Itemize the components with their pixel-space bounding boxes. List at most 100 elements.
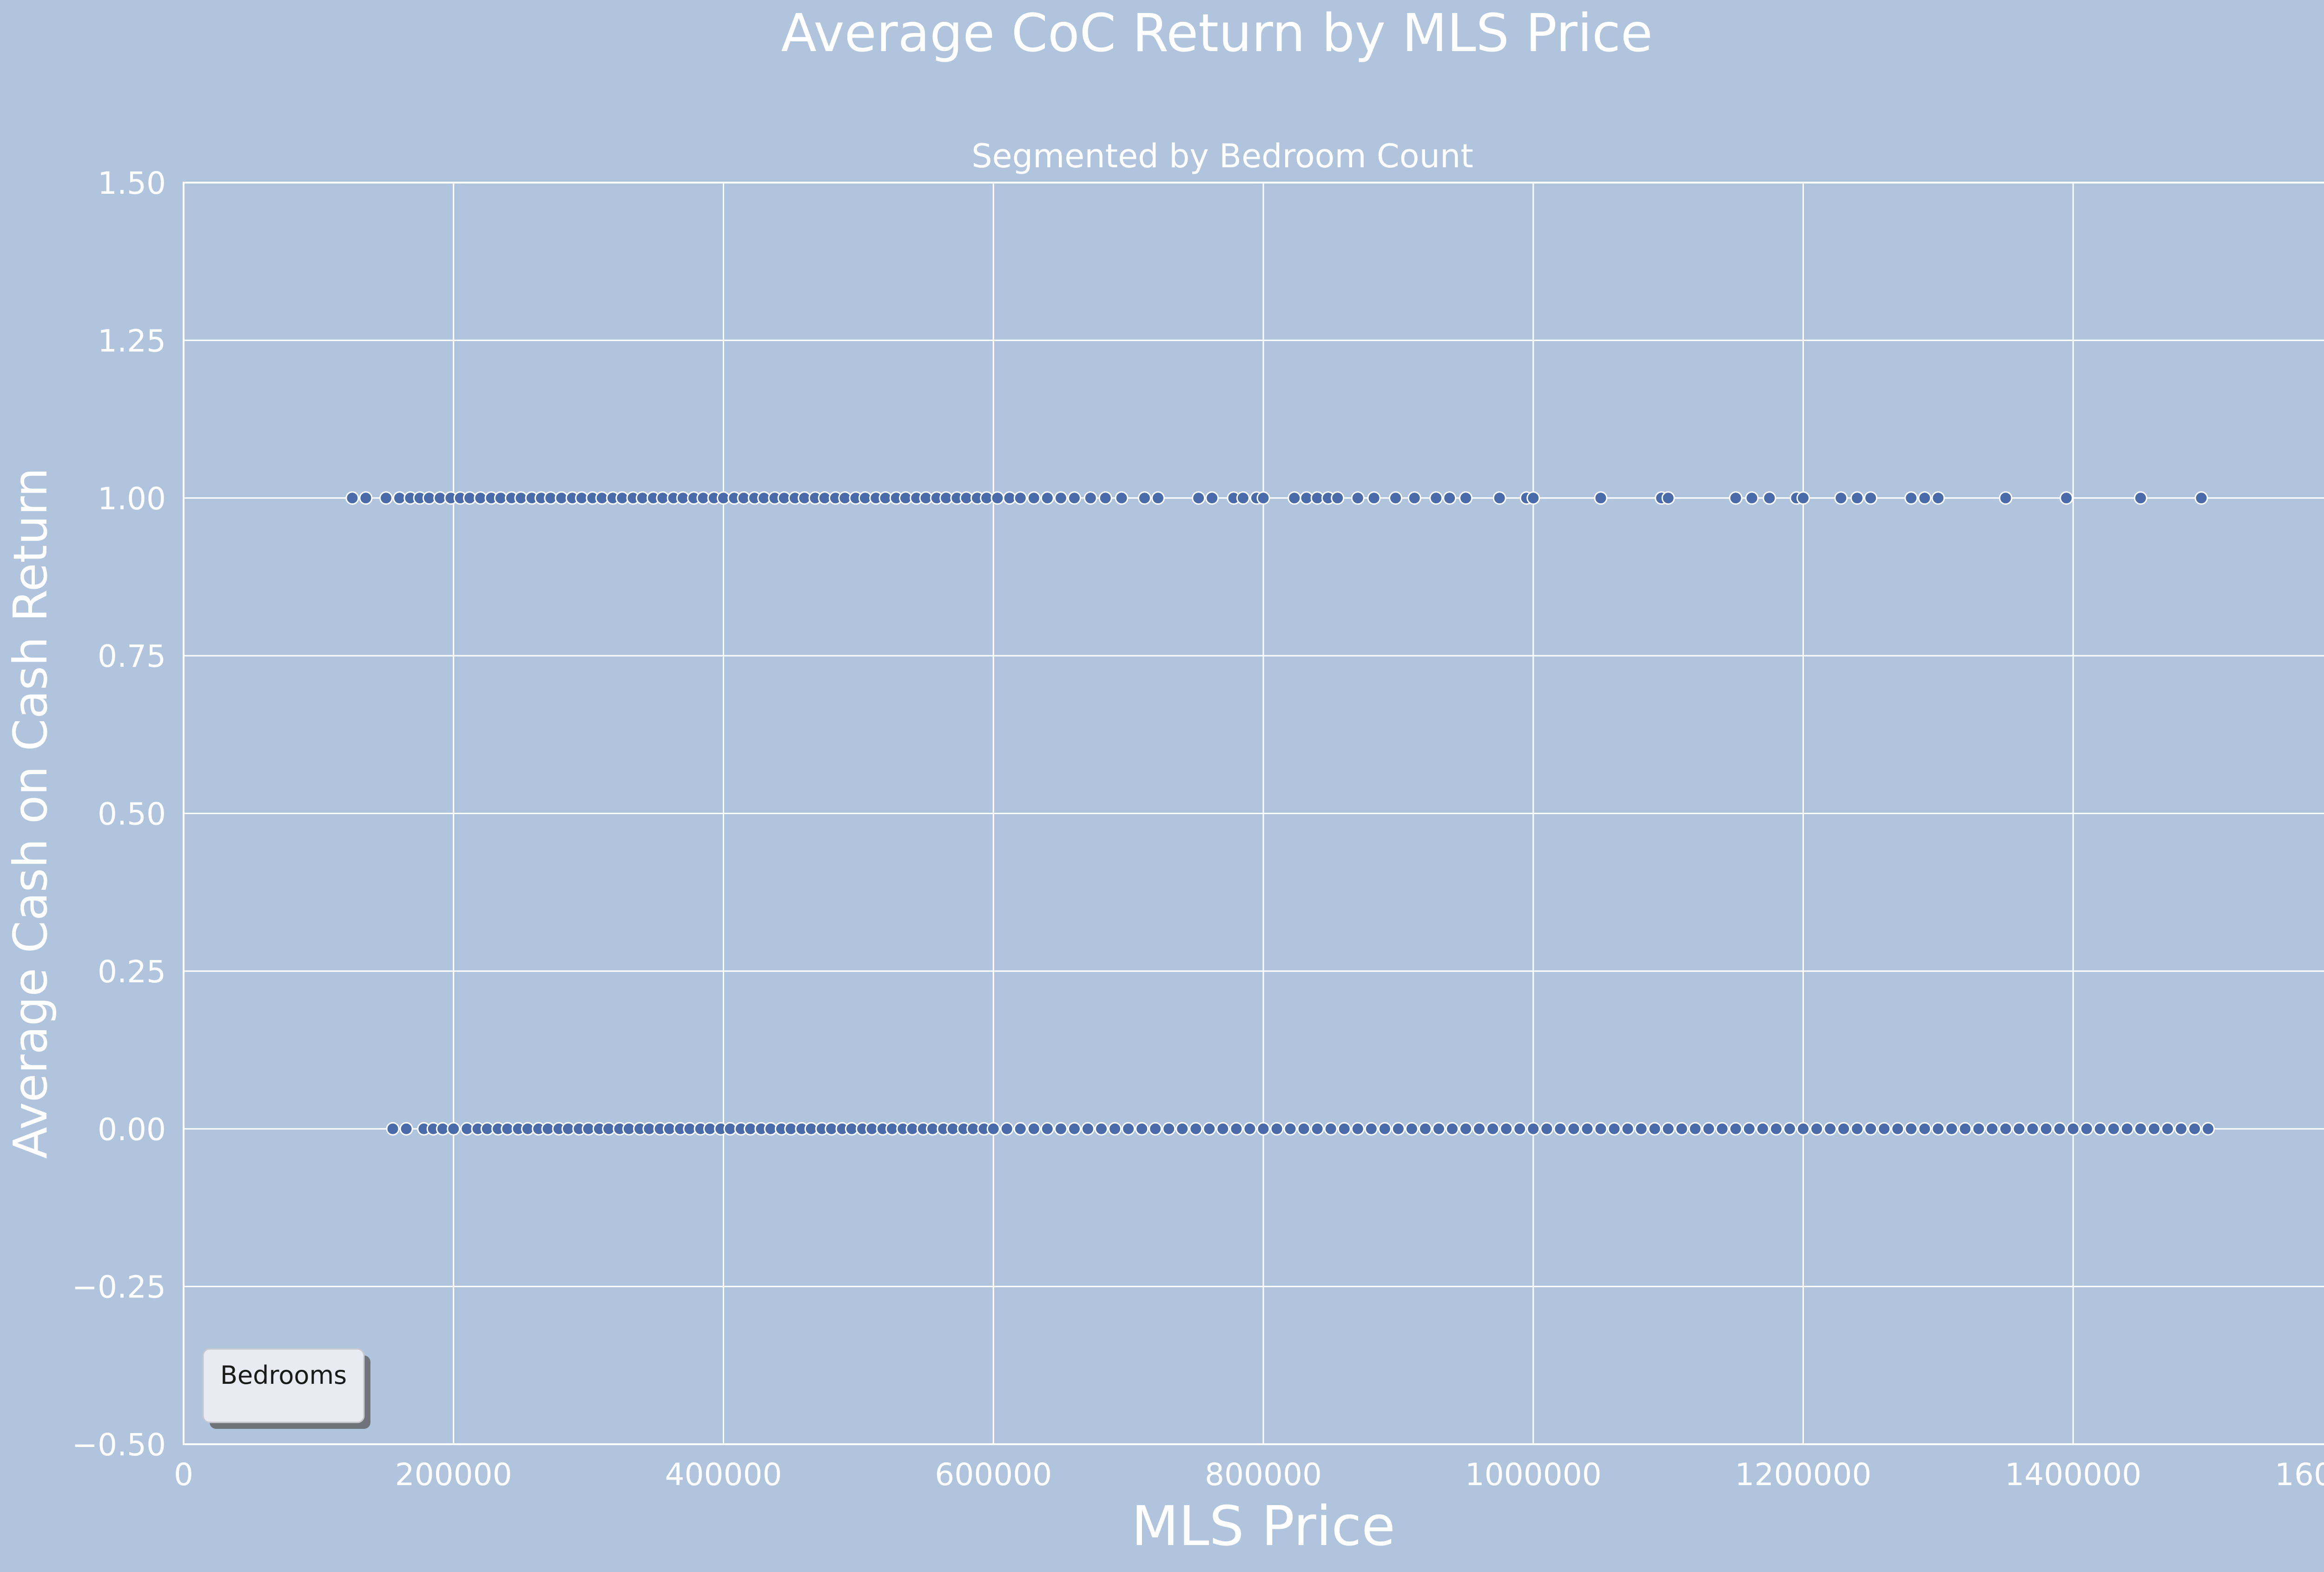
y-tick-label: 0.00 bbox=[98, 1112, 166, 1147]
data-point bbox=[1540, 1122, 1554, 1136]
data-point bbox=[2039, 1122, 2053, 1136]
data-point bbox=[1000, 1122, 1014, 1136]
data-point bbox=[2066, 1122, 2080, 1136]
data-point bbox=[1135, 1122, 1149, 1136]
data-point bbox=[1715, 1122, 1729, 1136]
data-point bbox=[1283, 1122, 1297, 1136]
data-point bbox=[986, 1122, 1000, 1136]
data-point bbox=[1337, 1122, 1351, 1136]
data-point bbox=[1331, 491, 1345, 505]
data-point bbox=[1877, 1122, 1891, 1136]
data-point bbox=[1769, 1122, 1783, 1136]
data-point bbox=[2161, 1122, 2175, 1136]
data-point bbox=[2012, 1122, 2026, 1136]
data-point bbox=[1459, 491, 1473, 505]
data-points bbox=[345, 491, 2215, 1136]
data-point bbox=[1446, 1122, 1459, 1136]
data-point bbox=[2053, 1122, 2067, 1136]
chart-title: Average CoC Return by MLS Price bbox=[781, 3, 1652, 64]
x-tick-label: 200000 bbox=[395, 1457, 512, 1493]
data-point bbox=[1391, 1122, 1405, 1136]
data-point bbox=[2188, 1122, 2202, 1136]
data-point bbox=[2060, 491, 2073, 505]
data-point bbox=[1492, 491, 1506, 505]
x-tick-label: 400000 bbox=[665, 1457, 782, 1493]
data-point bbox=[1745, 491, 1759, 505]
data-point bbox=[1763, 491, 1776, 505]
data-point bbox=[1236, 491, 1250, 505]
data-point bbox=[1526, 1122, 1540, 1136]
data-point bbox=[990, 491, 1004, 505]
y-tick-label: 0.75 bbox=[98, 638, 166, 674]
data-point bbox=[1499, 1122, 1513, 1136]
data-point bbox=[1418, 1122, 1432, 1136]
data-point bbox=[1999, 491, 2013, 505]
y-tick-labels: 1.50 1.25 1.00 0.75 0.50 0.25 0.00 −0.25 −0.50 bbox=[72, 165, 166, 1463]
y-tick-label: 1.50 bbox=[98, 165, 166, 201]
data-point bbox=[2201, 1122, 2215, 1136]
data-point bbox=[1122, 1122, 1136, 1136]
data-point bbox=[1151, 491, 1165, 505]
data-point bbox=[1648, 1122, 1662, 1136]
data-point bbox=[1429, 491, 1443, 505]
data-point bbox=[2194, 491, 2208, 505]
data-point bbox=[1796, 491, 1810, 505]
data-point bbox=[1729, 491, 1743, 505]
data-point bbox=[1834, 491, 1848, 505]
data-point bbox=[1661, 1122, 1675, 1136]
data-point bbox=[1621, 1122, 1635, 1136]
data-point bbox=[1904, 1122, 1918, 1136]
data-point bbox=[1040, 1122, 1054, 1136]
data-point bbox=[1310, 1122, 1324, 1136]
data-point bbox=[1378, 1122, 1392, 1136]
data-point bbox=[1729, 1122, 1743, 1136]
data-point bbox=[1850, 1122, 1864, 1136]
data-point bbox=[1823, 1122, 1837, 1136]
data-point bbox=[1931, 491, 1945, 505]
x-tick-label: 1000000 bbox=[1465, 1457, 1602, 1493]
x-axis-label: MLS Price bbox=[1131, 1494, 1395, 1558]
data-point bbox=[1054, 1122, 1068, 1136]
data-point bbox=[1742, 1122, 1756, 1136]
data-point bbox=[2093, 1122, 2107, 1136]
data-point bbox=[1837, 1122, 1851, 1136]
data-point bbox=[359, 491, 373, 505]
legend-title: Bedrooms bbox=[220, 1361, 347, 1390]
data-point bbox=[2174, 1122, 2188, 1136]
data-point bbox=[1205, 491, 1219, 505]
data-point bbox=[1364, 1122, 1378, 1136]
legend-box bbox=[202, 1348, 365, 1423]
data-point bbox=[1432, 1122, 1446, 1136]
data-point bbox=[1256, 1122, 1270, 1136]
plot-frame bbox=[183, 182, 2324, 1445]
data-point bbox=[1567, 1122, 1581, 1136]
x-tick-label: 1200000 bbox=[1735, 1457, 1872, 1493]
plot-area: 0 200000 400000 600000 800000 1000000 1200000 1… bbox=[72, 165, 2324, 1493]
data-point bbox=[1864, 1122, 1878, 1136]
data-point bbox=[1351, 491, 1365, 505]
data-point bbox=[1083, 491, 1097, 505]
data-point bbox=[447, 1122, 461, 1136]
data-point bbox=[1270, 1122, 1284, 1136]
data-point bbox=[1067, 1122, 1081, 1136]
data-point bbox=[1189, 1122, 1203, 1136]
data-point bbox=[1229, 1122, 1243, 1136]
data-point bbox=[1607, 1122, 1621, 1136]
data-point bbox=[1175, 1122, 1189, 1136]
data-point bbox=[1594, 491, 1608, 505]
data-point bbox=[1513, 1122, 1527, 1136]
data-point bbox=[399, 1122, 413, 1136]
data-point bbox=[1389, 491, 1403, 505]
data-point bbox=[2133, 1122, 2147, 1136]
data-point bbox=[2080, 1122, 2093, 1136]
data-point bbox=[1040, 491, 1054, 505]
data-point bbox=[1904, 491, 1918, 505]
data-point bbox=[1526, 491, 1540, 505]
data-point bbox=[1054, 491, 1068, 505]
data-point bbox=[1216, 1122, 1230, 1136]
data-point bbox=[1918, 1122, 1932, 1136]
data-point bbox=[386, 1122, 400, 1136]
data-point bbox=[1931, 1122, 1945, 1136]
data-point bbox=[345, 491, 359, 505]
data-point bbox=[1202, 1122, 1216, 1136]
